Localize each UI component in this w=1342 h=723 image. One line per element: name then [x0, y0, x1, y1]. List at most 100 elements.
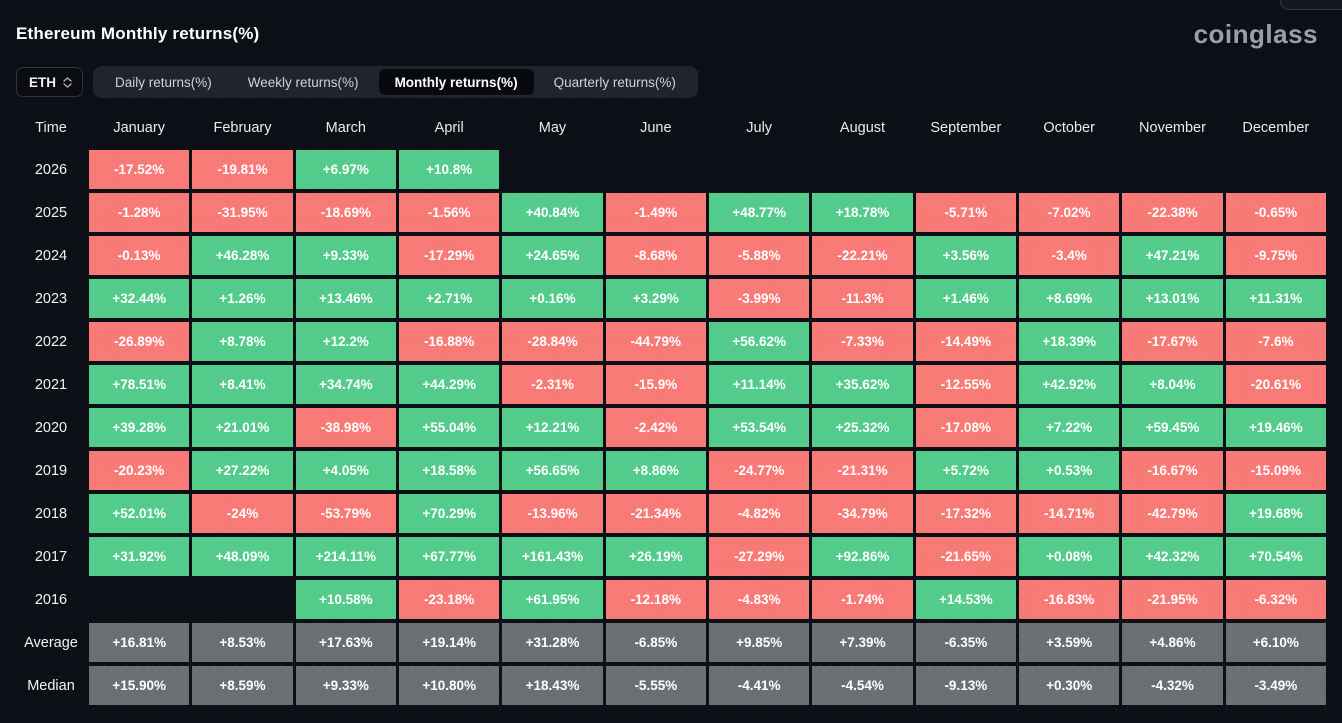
column-header: April — [434, 120, 464, 136]
return-cell: -14.71% — [1019, 494, 1120, 533]
table-row-2016: 2016 +10.58% -23.18% +61.95% -12.18% -4.83% -1… — [16, 580, 1326, 619]
row-label: 2026 — [34, 161, 68, 178]
returns-tab-group: Daily returns(%) Weekly returns(%) Monthly… — [93, 66, 698, 98]
return-cell: +18.39% — [1019, 322, 1120, 361]
return-cell: +52.01% — [89, 494, 190, 533]
return-cell — [916, 150, 1016, 189]
row-label: 2018 — [34, 505, 68, 522]
return-cell: +53.54% — [709, 408, 810, 447]
return-cell: +18.78% — [812, 193, 913, 232]
return-cell: -16.83% — [1019, 580, 1120, 619]
tab-daily[interactable]: Daily returns(%) — [115, 74, 212, 90]
return-cell: -27.29% — [709, 537, 810, 576]
column-header: July — [746, 120, 773, 136]
return-cell: +39.28% — [89, 408, 190, 447]
return-cell: -26.89% — [89, 322, 190, 361]
return-cell: -15.09% — [1225, 451, 1326, 490]
tab-weekly[interactable]: Weekly returns(%) — [247, 74, 359, 90]
return-cell: +31.28% — [502, 623, 603, 662]
return-cell: -12.18% — [605, 580, 706, 619]
table-row-2024: 2024 -0.13% +46.28% +9.33% -17.29% +24.65% -8.… — [16, 236, 1326, 275]
table-row-2019: 2019 -20.23% +27.22% +4.05% +18.58% +56.65% +8… — [16, 451, 1326, 490]
return-cell: +16.81% — [89, 623, 190, 662]
return-cell: -16.88% — [399, 322, 500, 361]
return-cell: -11.3% — [812, 279, 913, 318]
return-cell: +25.32% — [812, 408, 913, 447]
return-cell: +8.78% — [192, 322, 293, 361]
row-label: 2023 — [34, 290, 68, 307]
return-cell: +3.29% — [605, 279, 706, 318]
return-cell: -9.13% — [915, 666, 1016, 705]
return-cell: +56.62% — [709, 322, 810, 361]
return-cell: -20.61% — [1225, 365, 1326, 404]
return-cell: -20.23% — [89, 451, 190, 490]
return-cell: +78.51% — [89, 365, 190, 404]
return-cell: +70.29% — [399, 494, 500, 533]
return-cell: +0.30% — [1019, 666, 1120, 705]
return-cell: -24% — [192, 494, 293, 533]
return-cell: +10.8% — [399, 150, 500, 189]
return-cell: +6.97% — [295, 150, 396, 189]
return-cell: -17.67% — [1122, 322, 1223, 361]
return-cell: +6.10% — [1225, 623, 1326, 662]
symbol-select[interactable]: ETH — [16, 67, 83, 97]
return-cell: +8.53% — [192, 623, 293, 662]
return-cell: +32.44% — [89, 279, 190, 318]
return-cell: +42.32% — [1122, 537, 1223, 576]
table-row-2026: 2026 -17.52% -19.81% +6.97% +10.8% — [16, 150, 1326, 189]
return-cell: -3.4% — [1019, 236, 1120, 275]
column-header: May — [538, 120, 567, 136]
column-header: March — [325, 120, 366, 136]
row-label: 2020 — [34, 419, 68, 436]
coinglass-logo: coinglass — [1193, 18, 1318, 49]
table-row-median: Median +15.90% +8.59% +9.33% +10.80% +18.43% -… — [16, 666, 1326, 705]
return-cell — [709, 150, 809, 189]
return-cell: -16.67% — [1122, 451, 1223, 490]
return-cell: +12.21% — [502, 408, 603, 447]
column-header: November — [1139, 120, 1206, 136]
return-cell: +8.69% — [1019, 279, 1120, 318]
table-row-2017: 2017 +31.92% +48.09% +214.11% +67.77% +161.43… — [16, 537, 1326, 576]
return-cell: +11.31% — [1225, 279, 1326, 318]
return-cell: -0.13% — [89, 236, 190, 275]
table-row-average: Average +16.81% +8.53% +17.63% +19.14% +31.28… — [16, 623, 1326, 662]
return-cell: -5.55% — [605, 666, 706, 705]
return-cell: -53.79% — [295, 494, 396, 533]
return-cell: +47.21% — [1122, 236, 1223, 275]
return-cell: -4.82% — [709, 494, 810, 533]
controls-bar: ETH Daily returns(%) Weekly returns(%) Mon… — [0, 66, 1342, 98]
table-row-2022: 2022 -26.89% +8.78% +12.2% -16.88% -28.84% -44… — [16, 322, 1326, 361]
return-cell: +44.29% — [399, 365, 500, 404]
return-cell — [812, 150, 912, 189]
return-cell: -6.85% — [605, 623, 706, 662]
return-cell: +161.43% — [502, 537, 603, 576]
column-header: September — [930, 120, 1002, 136]
return-cell: +9.33% — [295, 666, 396, 705]
column-header: February — [213, 120, 272, 136]
return-cell: +67.77% — [399, 537, 500, 576]
return-cell: -12.55% — [915, 365, 1016, 404]
tab-quarterly[interactable]: Quarterly returns(%) — [553, 74, 676, 90]
tab-monthly[interactable]: Monthly returns(%) — [378, 69, 534, 95]
return-cell: +9.85% — [709, 623, 810, 662]
return-cell: +10.58% — [295, 580, 396, 619]
return-cell: +4.05% — [295, 451, 396, 490]
return-cell: +10.80% — [399, 666, 500, 705]
return-cell: -17.29% — [399, 236, 500, 275]
return-cell: -6.32% — [1225, 580, 1326, 619]
return-cell: +42.92% — [1019, 365, 1120, 404]
return-cell: +8.86% — [605, 451, 706, 490]
return-cell: -18.69% — [295, 193, 396, 232]
row-label: Average — [24, 634, 78, 651]
return-cell: +40.84% — [502, 193, 603, 232]
return-cell: -7.6% — [1225, 322, 1326, 361]
return-cell: -15.9% — [605, 365, 706, 404]
return-cell: -17.52% — [89, 150, 190, 189]
return-cell: +70.54% — [1225, 537, 1326, 576]
return-cell: -8.68% — [605, 236, 706, 275]
row-label: 2019 — [34, 462, 68, 479]
return-cell: -17.08% — [915, 408, 1016, 447]
return-cell: +15.90% — [89, 666, 190, 705]
return-cell: +4.86% — [1122, 623, 1223, 662]
column-header: December — [1242, 120, 1310, 136]
